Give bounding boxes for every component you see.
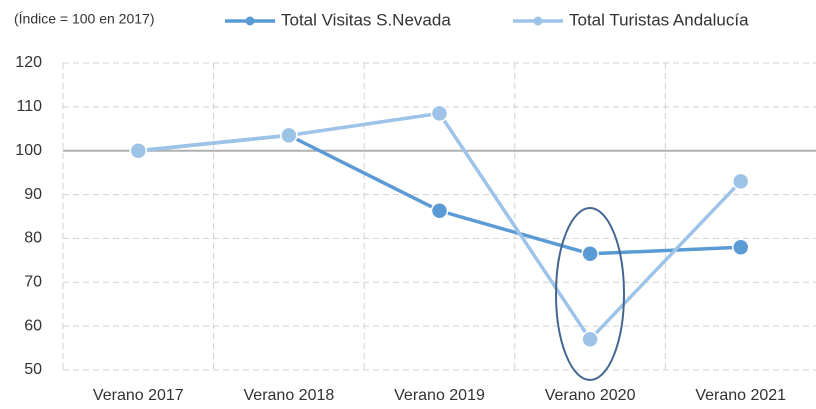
y-tick-label: 80 [24,230,42,247]
x-tick-label: Verano 2021 [695,387,786,404]
legend-label: Total Turistas Andalucía [569,10,749,29]
legend-marker [533,16,543,26]
data-point [731,238,750,256]
y-tick-label: 110 [16,98,42,115]
legend-label: Total Visitas S.Nevada [281,10,451,29]
x-tick-label: Verano 2020 [545,387,636,404]
y-tick-label: 120 [15,54,42,71]
legend-marker [245,16,255,26]
x-tick-label: Verano 2017 [93,387,184,404]
data-point [731,172,750,191]
data-point [129,141,148,160]
data-point [581,330,599,349]
subtitle: (Índice = 100 en 2017) [14,11,155,27]
data-point [430,104,449,123]
y-tick-label: 50 [24,361,42,378]
data-point [581,245,599,263]
y-tick-label: 90 [24,186,42,203]
x-tick-label: Verano 2019 [394,387,485,404]
highlight-ellipse [555,207,625,381]
series-line [138,111,742,343]
data-point [430,202,449,220]
y-tick-label: 70 [24,274,42,291]
y-tick-label: 60 [24,317,42,334]
y-tick-label: 100 [15,142,42,159]
data-point [280,126,298,145]
x-tick-label: Verano 2018 [244,387,335,404]
